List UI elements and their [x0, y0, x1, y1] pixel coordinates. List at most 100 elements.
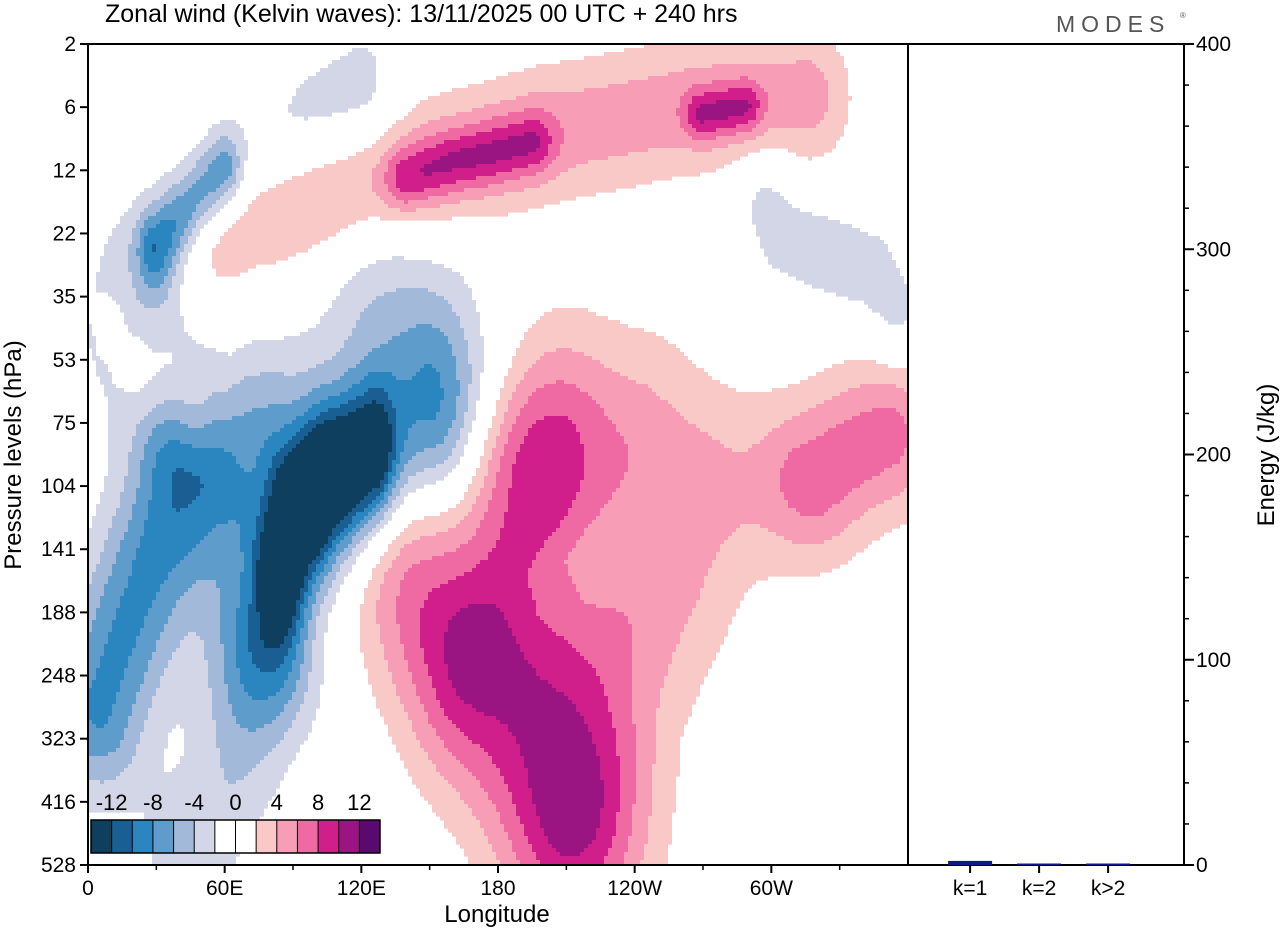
heatmap-cell [156, 244, 172, 249]
heatmap-cell [240, 600, 252, 605]
heatmap-cell [876, 504, 908, 509]
heatmap-cell [636, 768, 652, 773]
heatmap-cell [340, 288, 396, 293]
heatmap-cell [408, 716, 428, 721]
heatmap-cell [456, 836, 488, 841]
heatmap-cell [140, 300, 164, 305]
heatmap-cell [384, 408, 396, 413]
heatmap-cell [464, 188, 524, 193]
heatmap-cell [500, 428, 512, 433]
heatmap-cell [396, 376, 412, 381]
heatmap-cell [124, 672, 144, 677]
heatmap-cell [488, 468, 500, 473]
heatmap-cell [124, 480, 140, 485]
heatmap-cell [108, 448, 132, 453]
heatmap-cell [704, 576, 768, 581]
heatmap-cell [320, 400, 348, 405]
heatmap-cell [436, 292, 472, 297]
heatmap-cell [248, 644, 264, 649]
heatmap-cell [212, 144, 236, 149]
heatmap-cell [100, 492, 120, 497]
heatmap-cell [356, 408, 384, 413]
heatmap-cell [472, 380, 480, 385]
heatmap-cell [208, 148, 236, 153]
heatmap-cell [404, 576, 456, 581]
heatmap-cell [500, 768, 528, 773]
heatmap-cell [840, 392, 908, 397]
heatmap-cell [88, 528, 108, 533]
heatmap-cell [900, 460, 908, 465]
heatmap-cell [624, 472, 780, 477]
heatmap-cell [128, 520, 144, 525]
heatmap-cell [160, 676, 208, 681]
heatmap-cell [156, 648, 176, 653]
heatmap-cell [532, 592, 580, 597]
heatmap-cell [304, 80, 376, 85]
heatmap-cell [480, 520, 504, 525]
heatmap-cell [880, 472, 908, 477]
heatmap-cell [252, 600, 256, 605]
heatmap-cell [216, 720, 236, 725]
heatmap-cell [292, 624, 296, 629]
heatmap-cell [476, 532, 500, 537]
heatmap-cell [332, 300, 372, 305]
heatmap-cell [88, 684, 92, 689]
heatmap-cell [400, 752, 428, 757]
heatmap-cell [140, 464, 156, 469]
heatmap-cell [168, 576, 240, 581]
heatmap-cell [216, 740, 280, 745]
heatmap-cell [588, 660, 632, 665]
heatmap-cell [220, 152, 228, 157]
heatmap-cell [272, 480, 380, 485]
heatmap-cell [288, 728, 312, 733]
heatmap-cell [628, 80, 712, 85]
heatmap-cell [616, 832, 632, 837]
heatmap-cell [260, 500, 268, 505]
heatmap-cell [368, 388, 384, 393]
heatmap-cell [380, 712, 408, 717]
heatmap-cell [152, 468, 176, 473]
heatmap-cell [236, 640, 248, 645]
heatmap-cell [272, 720, 292, 725]
heatmap-cell [208, 164, 232, 169]
heatmap-cell [616, 728, 636, 733]
heatmap-cell [500, 812, 516, 817]
heatmap-cell [88, 748, 116, 753]
heatmap-cell [448, 528, 476, 533]
heatmap-cell [756, 136, 840, 141]
heatmap-cell [184, 744, 216, 749]
heatmap-cell [376, 400, 392, 405]
heatmap-cell [256, 520, 264, 525]
heatmap-cell [384, 504, 392, 509]
heatmap-cell [312, 612, 320, 617]
heatmap-cell [516, 856, 536, 861]
heatmap-cell [412, 680, 432, 685]
heatmap-cell [272, 492, 368, 497]
heatmap-cell [408, 480, 436, 485]
heatmap-cell [160, 632, 188, 637]
heatmap-cell [300, 396, 328, 401]
heatmap-cell [392, 476, 400, 481]
heatmap-cell [420, 168, 452, 173]
heatmap-cell [140, 388, 228, 393]
heatmap-cell [144, 816, 260, 821]
heatmap-cell [424, 704, 440, 709]
heatmap-cell [608, 696, 632, 701]
heatmap-cell [536, 604, 596, 609]
heatmap-cell [560, 852, 580, 857]
heatmap-cell [404, 644, 420, 649]
heatmap-cell [160, 284, 172, 289]
heatmap-cell [428, 592, 532, 597]
heatmap-cell [88, 636, 108, 641]
heatmap-cell [520, 860, 540, 865]
heatmap-cell [472, 364, 484, 369]
heatmap-cell [368, 492, 380, 497]
heatmap-cell [192, 168, 208, 173]
y-tick-label: 188 [41, 601, 76, 624]
heatmap-cell [748, 108, 756, 113]
heatmap-cell [488, 436, 496, 441]
heatmap-cell [384, 576, 404, 581]
heatmap-cell [688, 88, 728, 93]
heatmap-cell [612, 720, 632, 725]
y-tick-label: 22 [53, 222, 76, 245]
